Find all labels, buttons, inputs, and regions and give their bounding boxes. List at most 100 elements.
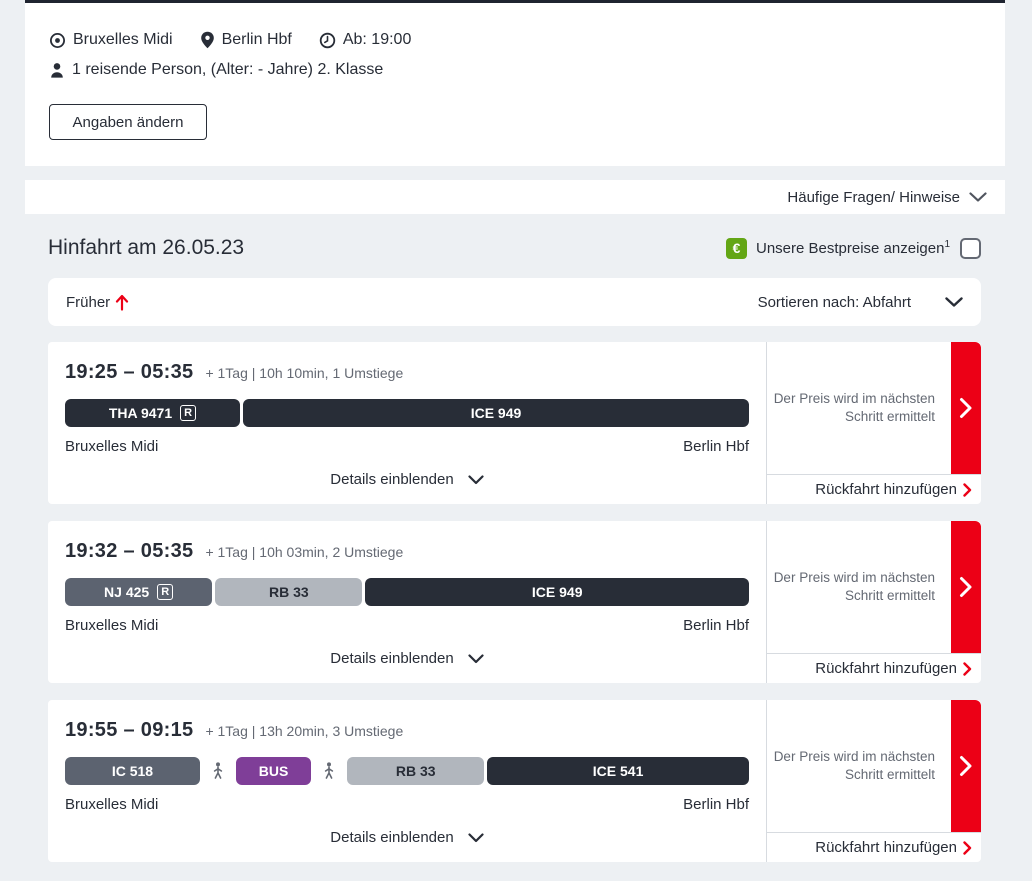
origin-station: Bruxelles Midi [65,796,159,813]
train-segment-label: NJ 425 [104,584,150,600]
train-segment-label: IC 518 [111,763,154,779]
chevron-down-icon [468,653,484,664]
main-content: Bruxelles Midi Berlin Hbf Ab: 19:00 1 re… [25,0,1005,862]
bestprice-label: Unsere Bestpreise anzeigen1 [755,239,950,257]
walk-segment [203,757,233,785]
segments-bar: NJ 425 R RB 33 ICE 949 [65,578,749,606]
sort-dropdown[interactable]: Sortieren nach: Abfahrt [758,294,963,311]
earlier-label: Früher [66,293,111,311]
bestprice-toggle-group: € Unsere Bestpreise anzeigen1 [725,237,981,259]
train-segment-label: ICE 949 [470,405,522,421]
select-journey-button[interactable] [951,521,981,653]
journey-meta: + 1Tag | 10h 03min, 2 Umstiege [205,544,404,560]
details-label: Details einblenden [330,829,454,846]
train-segment: RB 33 [215,578,363,606]
train-segment: RB 33 [347,757,485,785]
destination-station: Berlin Hbf [683,796,749,813]
faq-label: Häufige Fragen/ Hinweise [787,188,960,206]
passenger-summary-row: 1 reisende Person, (Alter: - Jahre) 2. K… [49,60,981,80]
reservation-icon: R [157,584,174,600]
chevron-right-icon [960,577,972,597]
walk-segment [314,757,344,785]
details-label: Details einblenden [330,650,454,667]
clock-icon [319,32,336,49]
add-return-button[interactable]: Rückfahrt hinzufügen [767,474,981,504]
price-note: Der Preis wird im nächsten Schritt ermit… [773,570,935,603]
details-toggle[interactable]: Details einblenden [65,650,749,667]
select-journey-button[interactable] [951,342,981,474]
add-return-button[interactable]: Rückfahrt hinzufügen [767,653,981,683]
chevron-right-icon [963,840,972,855]
journey-meta: + 1Tag | 13h 20min, 3 Umstiege [205,723,404,739]
passenger-label: 1 reisende Person, (Alter: - Jahre) 2. K… [72,61,384,78]
details-toggle[interactable]: Details einblenden [65,829,749,846]
select-journey-button[interactable] [951,700,981,832]
origin-label: Bruxelles Midi [73,31,173,48]
add-return-label: Rückfahrt hinzufügen [815,481,957,498]
train-segment-label: RB 33 [395,763,436,779]
bestprice-checkbox[interactable] [960,237,981,259]
price-note: Der Preis wird im nächsten Schritt ermit… [773,391,935,424]
trip-summary-section: Bruxelles Midi Berlin Hbf Ab: 19:00 1 re… [25,0,1005,166]
price-panel: Der Preis wird im nächsten Schritt ermit… [766,700,981,862]
results-toolbar: Früher Sortieren nach: Abfahrt [48,278,981,326]
train-segment-label: THA 9471 [108,405,173,421]
origin-summary: Bruxelles Midi [49,31,173,49]
train-segment-label: ICE 949 [531,584,583,600]
train-segment: NJ 425 R [65,578,213,606]
chevron-right-icon [963,661,972,676]
train-segment: BUS [235,757,312,785]
reservation-icon: R [180,405,197,421]
section-divider [25,166,1005,180]
train-segment-label: BUS [258,763,289,779]
destination-station: Berlin Hbf [683,617,749,634]
departure-summary: Ab: 19:00 [319,31,412,49]
faq-toggle[interactable]: Häufige Fragen/ Hinweise [25,180,1005,214]
price-note: Der Preis wird im nächsten Schritt ermit… [773,749,935,782]
train-segment: ICE 949 [365,578,749,606]
add-return-label: Rückfahrt hinzufügen [815,660,957,677]
train-segment: THA 9471 R [65,399,240,427]
chevron-down-icon [468,832,484,843]
journey-times: 19:55 – 09:15 [65,719,194,741]
train-segment-label: ICE 541 [592,763,644,779]
chevron-right-icon [960,398,972,418]
details-toggle[interactable]: Details einblenden [65,471,749,488]
journey-main[interactable]: 19:32 – 05:35 + 1Tag | 10h 03min, 2 Umst… [48,521,766,683]
price-panel: Der Preis wird im nächsten Schritt ermit… [766,521,981,683]
origin-station: Bruxelles Midi [65,617,159,634]
segments-bar: THA 9471 R ICE 949 [65,399,749,427]
journey-times: 19:32 – 05:35 [65,540,194,562]
train-segment: ICE 541 [487,757,749,785]
price-panel: Der Preis wird im nächsten Schritt ermit… [766,342,981,504]
segments-bar: IC 518 BUS RB 33 ICE 541 [65,757,749,785]
sort-label: Sortieren nach: Abfahrt [757,293,911,311]
train-segment: ICE 949 [243,399,749,427]
journey-card: 19:25 – 05:35 + 1Tag | 10h 10min, 1 Umst… [48,342,981,504]
chevron-down-icon [468,474,484,485]
walking-person-icon [213,762,223,779]
journey-main[interactable]: 19:55 – 09:15 + 1Tag | 13h 20min, 3 Umst… [48,700,766,862]
route-summary-row: Bruxelles Midi Berlin Hbf Ab: 19:00 [49,30,981,50]
destination-pin-icon [200,31,215,49]
origin-station: Bruxelles Midi [65,438,159,455]
chevron-down-icon [969,191,987,203]
destination-label: Berlin Hbf [221,31,292,48]
walking-person-icon [325,762,334,779]
chevron-right-icon [963,482,972,497]
departure-label: Ab: 19:00 [342,31,412,48]
results-section: Hinfahrt am 26.05.23 € Unsere Bestpreise… [25,214,1005,862]
change-details-button[interactable]: Angaben ändern [49,104,207,140]
earlier-button[interactable]: Früher [66,294,129,311]
journey-main[interactable]: 19:25 – 05:35 + 1Tag | 10h 10min, 1 Umst… [48,342,766,504]
add-return-label: Rückfahrt hinzufügen [815,839,957,856]
journey-meta: + 1Tag | 10h 10min, 1 Umstiege [205,365,404,381]
page-title: Hinfahrt am 26.05.23 [48,236,245,259]
destination-summary: Berlin Hbf [200,31,292,49]
journey-card: 19:55 – 09:15 + 1Tag | 13h 20min, 3 Umst… [48,700,981,862]
add-return-button[interactable]: Rückfahrt hinzufügen [767,832,981,862]
chevron-down-icon [945,296,963,308]
chevron-right-icon [960,756,972,776]
details-label: Details einblenden [330,471,454,488]
destination-station: Berlin Hbf [683,438,749,455]
